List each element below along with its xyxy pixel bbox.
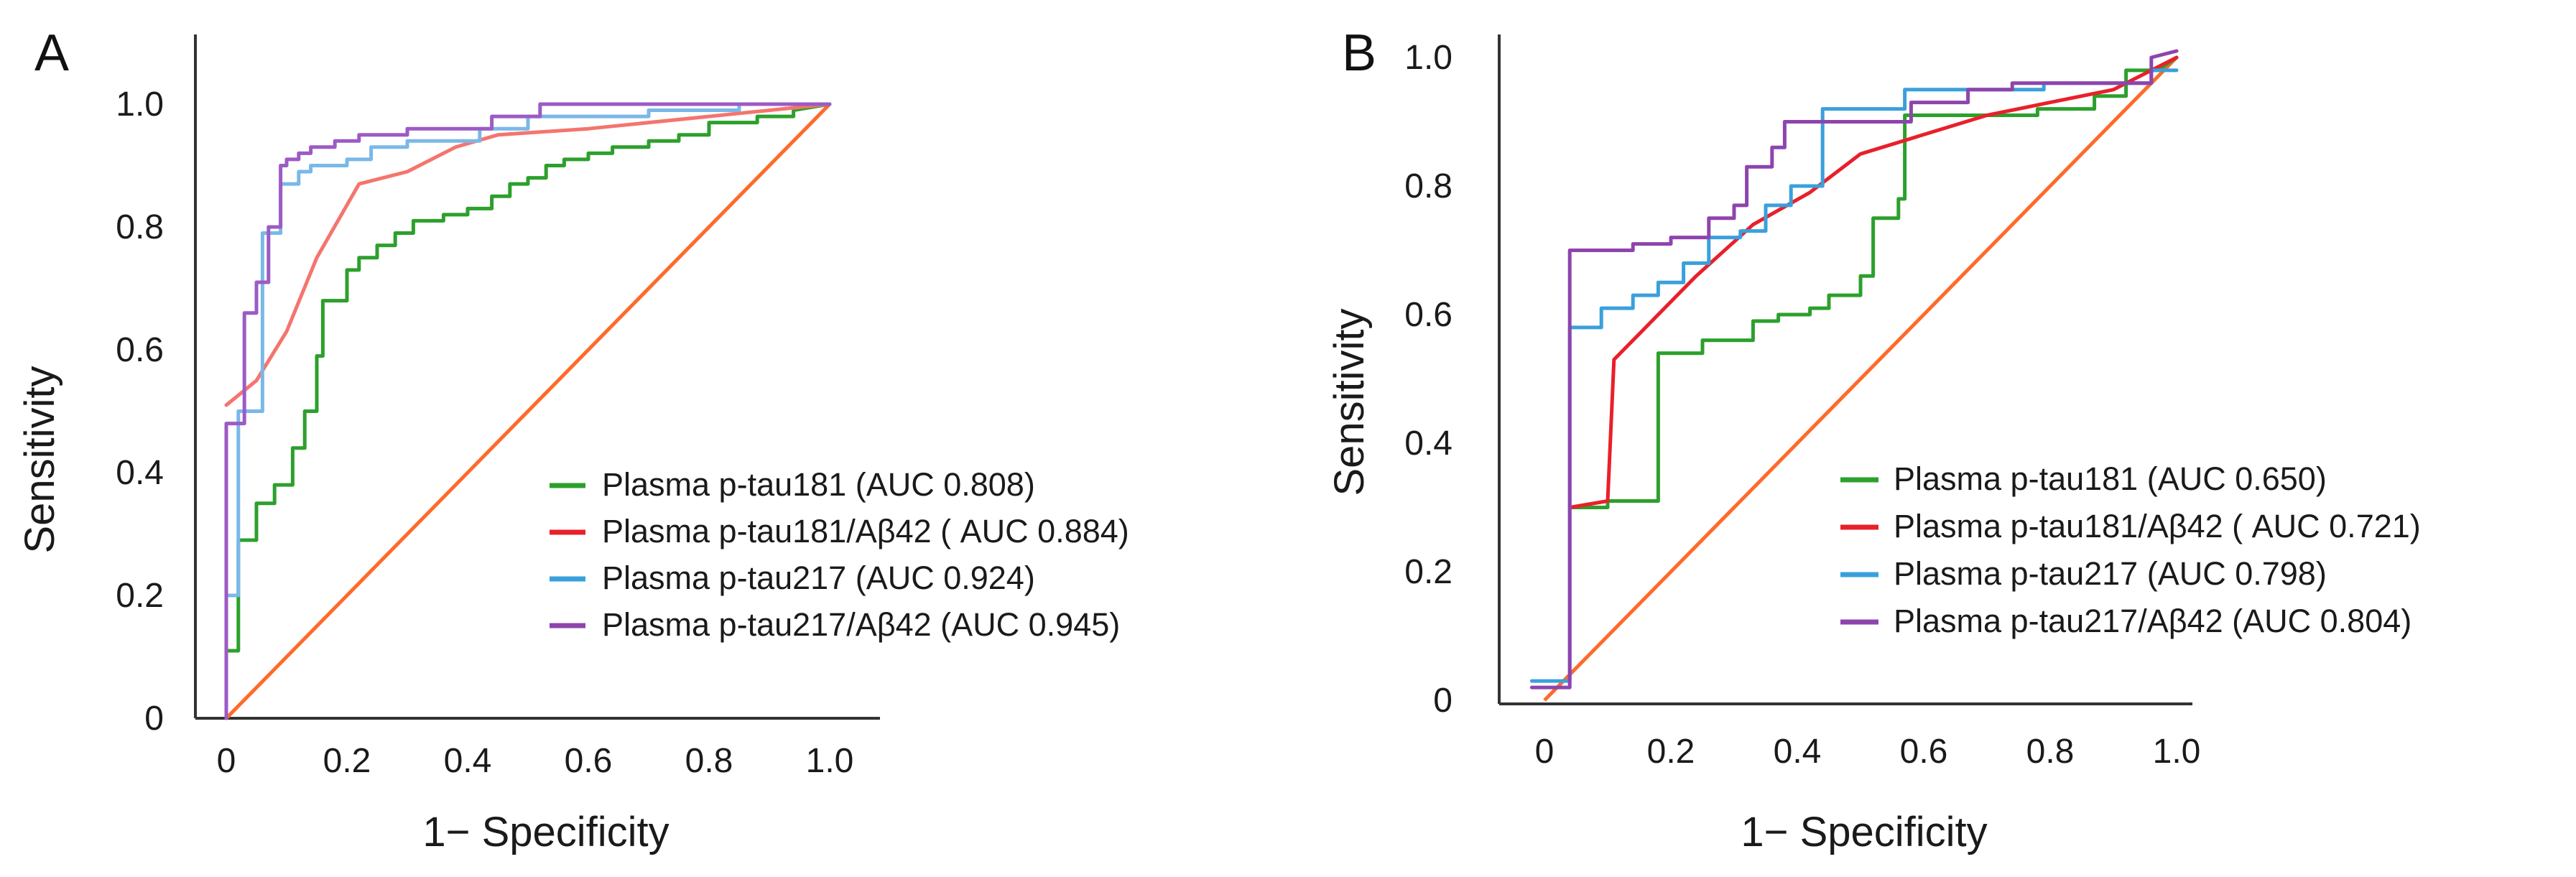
y-tick-label: 0 bbox=[1433, 682, 1453, 720]
panel-b-series-group bbox=[1529, 49, 2179, 690]
panel-a-x-ticks: 0 0.2 0.4 0.6 0.8 1.0 bbox=[217, 742, 854, 780]
panel-a-series-group bbox=[224, 102, 832, 720]
roc-curve-4 bbox=[224, 102, 832, 720]
x-tick-label: 0.8 bbox=[2026, 733, 2075, 771]
panel-b-x-ticks: 0 0.2 0.4 0.6 0.8 1.0 bbox=[1535, 733, 2201, 771]
legend-entry: Plasma p-tau181 (AUC 0.650) bbox=[1894, 460, 2327, 497]
panel-a-y-label: Sensitivity bbox=[17, 366, 63, 553]
y-tick-label: 1.0 bbox=[116, 85, 164, 124]
x-tick-label: 0.2 bbox=[1647, 733, 1695, 771]
x-tick-label: 0.6 bbox=[1900, 733, 1948, 771]
panel-b-legend: Plasma p-tau181 (AUC 0.650) Plasma p-tau1… bbox=[1840, 460, 2421, 639]
roc-curve-2 bbox=[1567, 55, 2179, 509]
chance-diagonal-line bbox=[225, 103, 831, 720]
panel-a-chance-line bbox=[225, 103, 831, 720]
y-tick-label: 0.8 bbox=[1404, 167, 1453, 205]
roc-curve-2 bbox=[224, 102, 832, 407]
y-tick-label: 0.6 bbox=[1404, 296, 1453, 334]
x-tick-label: 1.0 bbox=[2153, 733, 2201, 771]
roc-curve-1 bbox=[224, 102, 832, 720]
x-tick-label: 0 bbox=[217, 742, 236, 780]
y-tick-label: 0.4 bbox=[116, 454, 164, 492]
y-tick-label: 0.2 bbox=[1404, 553, 1453, 591]
legend-entry: Plasma p-tau217 (AUC 0.798) bbox=[1894, 555, 2327, 592]
legend-entry: Plasma p-tau181/Aβ42 ( AUC 0.721) bbox=[1894, 508, 2421, 544]
legend-entry: Plasma p-tau217 (AUC 0.924) bbox=[602, 560, 1035, 596]
roc-curve-1 bbox=[1567, 55, 2179, 509]
chance-diagonal-line bbox=[1543, 56, 2178, 702]
x-tick-label: 0.2 bbox=[323, 742, 371, 780]
roc-curve-3 bbox=[224, 102, 832, 720]
legend-entry: Plasma p-tau217/Aβ42 (AUC 0.945) bbox=[602, 606, 1120, 643]
x-tick-label: 0.6 bbox=[565, 742, 613, 780]
roc-curve-4 bbox=[1529, 49, 2179, 690]
y-tick-label: 0.6 bbox=[116, 331, 164, 369]
y-tick-label: 1.0 bbox=[1404, 39, 1453, 77]
panel-b-y-ticks: 0 0.2 0.4 0.6 0.8 1.0 bbox=[1404, 39, 1453, 720]
panel-a-y-ticks: 0 0.2 0.4 0.6 0.8 1.0 bbox=[116, 85, 164, 738]
panel-b-x-label: 1− Specificity bbox=[1741, 809, 1987, 855]
panel-b-y-label: Sensitivity bbox=[1326, 308, 1373, 496]
x-tick-label: 0 bbox=[1535, 733, 1555, 771]
panel-b-letter: B bbox=[1342, 24, 1376, 82]
x-tick-label: 0.8 bbox=[685, 742, 733, 780]
y-tick-label: 0.8 bbox=[116, 208, 164, 246]
legend-entry: Plasma p-tau181/Aβ42 ( AUC 0.884) bbox=[602, 513, 1129, 549]
y-tick-label: 0.2 bbox=[116, 577, 164, 615]
panel-a: A 0 0.2 0.4 0.6 0.8 1.0 0 0.2 0.4 0.6 0.8 1.0 Sens… bbox=[17, 24, 1129, 855]
panel-b-chance-line bbox=[1543, 56, 2178, 702]
x-tick-label: 1.0 bbox=[806, 742, 854, 780]
y-tick-label: 0.4 bbox=[1404, 424, 1453, 463]
panel-a-x-label: 1− Specificity bbox=[422, 809, 669, 855]
panel-b: B 0 0.2 0.4 0.6 0.8 1.0 0 0.2 0.4 0.6 0.8 1.0 Sens… bbox=[1326, 24, 2421, 855]
panel-a-legend: Plasma p-tau181 (AUC 0.808) Plasma p-tau1… bbox=[550, 466, 1129, 643]
legend-entry: Plasma p-tau181 (AUC 0.808) bbox=[602, 466, 1035, 503]
x-tick-label: 0.4 bbox=[444, 742, 492, 780]
panel-a-letter: A bbox=[34, 24, 69, 82]
y-tick-label: 0 bbox=[144, 700, 164, 738]
legend-entry: Plasma p-tau217/Aβ42 (AUC 0.804) bbox=[1894, 603, 2411, 639]
x-tick-label: 0.4 bbox=[1774, 733, 1822, 771]
